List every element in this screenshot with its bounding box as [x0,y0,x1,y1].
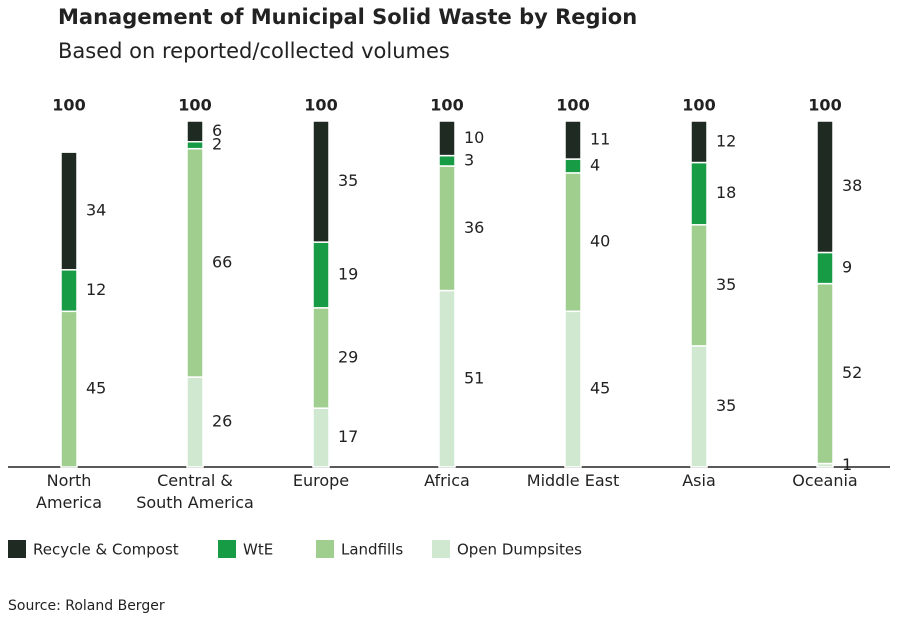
value-label: 38 [842,176,862,195]
value-label: 36 [464,218,484,237]
bar-segment [438,120,456,157]
bar-segment [312,241,330,309]
total-label: 100 [556,96,589,115]
legend-swatch [218,540,236,558]
value-label: 45 [590,379,610,398]
bar-segment [312,307,330,409]
legend-label: WtE [243,541,273,559]
bar-segment [60,310,78,468]
value-label: 51 [464,368,484,387]
bar-segment [816,120,834,254]
legend-label: Landfills [341,541,403,559]
legend-swatch [8,540,26,558]
bar-segment [312,120,330,243]
total-label: 100 [178,96,211,115]
bar-segment [312,407,330,468]
value-label: 19 [338,264,358,283]
value-label: 4 [590,155,600,174]
bar-segment [564,120,582,160]
x-tick-label: Oceania [792,471,858,490]
value-label: 35 [716,396,736,415]
value-label: 11 [590,130,610,149]
total-label: 100 [52,96,85,115]
legend-swatch [316,540,334,558]
bar-segment [438,165,456,292]
bar-segment [186,376,204,468]
value-label: 9 [842,258,852,277]
legend-swatch [432,540,450,558]
value-label: 26 [212,412,232,431]
bar-segment [564,158,582,174]
value-label: 35 [716,275,736,294]
value-label: 40 [590,232,610,251]
value-label: 12 [86,280,106,299]
bar-segment [60,269,78,313]
value-label: 52 [842,363,862,382]
bar-segment [564,172,582,313]
value-label: 17 [338,427,358,446]
bar-segment [816,282,834,465]
total-label: 100 [808,96,841,115]
x-tick-label: North America [36,471,102,512]
value-label: 35 [338,171,358,190]
legend-label: Recycle & Compost [33,541,179,559]
value-label: 34 [86,200,106,219]
x-tick-label: Africa [424,471,470,490]
value-label: 45 [86,379,106,398]
total-label: 100 [682,96,715,115]
value-label: 12 [716,131,736,150]
bar-segment [438,289,456,468]
bar-segment [564,310,582,468]
value-label: 18 [716,183,736,202]
legend-label: Open Dumpsites [457,541,582,559]
x-tick-label: Middle East [526,471,620,490]
bar-segment [690,161,708,226]
bar-segment [690,120,708,164]
total-label: 100 [430,96,463,115]
x-tick-label: Asia [682,471,716,490]
value-label: 29 [338,348,358,367]
bar-segment [186,147,204,378]
x-tick-label: Central & South America [136,471,254,512]
value-label: 1 [842,455,852,474]
x-tick-label: Europe [292,471,350,490]
value-label: 6 [212,121,222,140]
value-label: 3 [464,150,474,169]
bar-segment [186,141,204,150]
total-label: 100 [304,96,337,115]
bar-segment [816,251,834,285]
source: Source: Roland Berger [8,598,165,614]
value-label: 10 [464,128,484,147]
bar-segment [438,154,456,167]
bar-segment [60,151,78,271]
bar-segment [186,120,204,143]
bar-segment [690,224,708,347]
chart-subtitle: Based on reported/collected volumes [58,39,450,63]
chart-title: Management of Municipal Solid Waste by R… [58,5,637,29]
bar-segment [690,345,708,468]
value-label: 66 [212,252,232,271]
value-label: 2 [212,135,222,154]
